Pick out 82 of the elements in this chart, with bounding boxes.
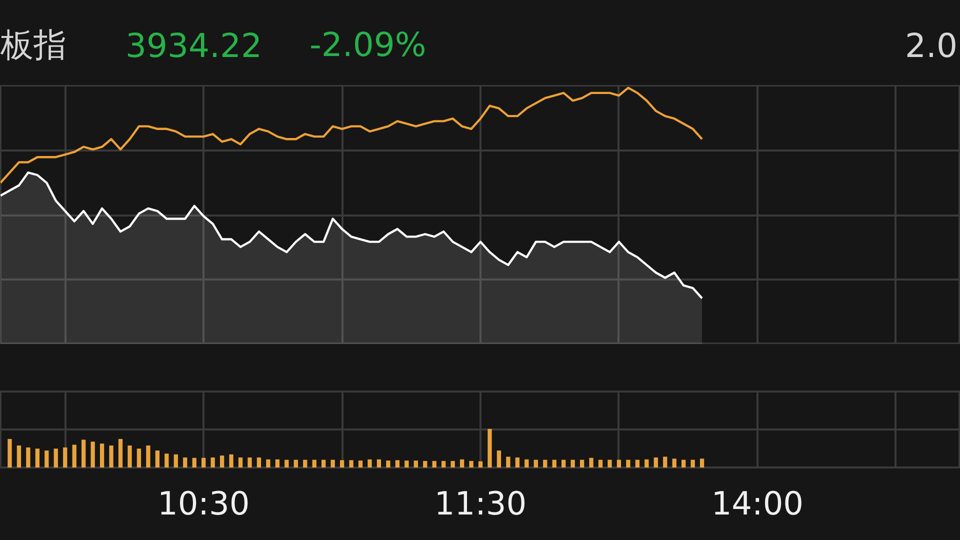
- bar: [478, 461, 483, 468]
- bar: [146, 446, 150, 468]
- bar: [16, 446, 22, 468]
- bar: [644, 459, 649, 468]
- bar: [358, 460, 363, 468]
- bar: [109, 446, 114, 468]
- text: -2.09%: [310, 25, 426, 64]
- bar: [589, 458, 594, 468]
- bar: [330, 460, 335, 468]
- bar: [598, 460, 603, 468]
- bar: [690, 460, 695, 468]
- bar: [543, 460, 548, 468]
- bar: [663, 456, 668, 468]
- bar: [506, 456, 510, 468]
- bar: [534, 460, 538, 468]
- bar: [654, 457, 658, 468]
- bar: [616, 460, 622, 468]
- bar: [580, 460, 584, 468]
- bar: [700, 458, 704, 468]
- bar: [220, 456, 224, 468]
- bar: [349, 460, 354, 468]
- bar: [238, 457, 243, 468]
- bar: [682, 460, 686, 468]
- bar: [524, 459, 529, 468]
- bar: [635, 460, 640, 468]
- bar: [118, 438, 123, 468]
- bar: [44, 450, 49, 468]
- bar: [82, 440, 86, 468]
- bar: [72, 444, 76, 468]
- bar: [155, 450, 160, 468]
- bar: [469, 460, 474, 468]
- x-tick-label: 10:30: [157, 484, 250, 522]
- bar: [164, 454, 169, 468]
- bar: [432, 460, 436, 468]
- bar: [284, 460, 289, 468]
- bar: [376, 459, 382, 468]
- bar: [202, 458, 206, 468]
- bar: [294, 460, 298, 468]
- bar: [54, 448, 58, 468]
- bar: [229, 454, 234, 468]
- bar: [368, 459, 372, 468]
- bar: [570, 460, 575, 468]
- bar: [275, 459, 280, 468]
- bar: [552, 460, 556, 468]
- bar: [248, 457, 252, 468]
- bar: [460, 459, 464, 468]
- bar: [515, 457, 520, 468]
- bar: [562, 460, 566, 468]
- bar: [626, 460, 630, 468]
- bar: [414, 460, 418, 468]
- x-tick-label: 11:30: [434, 484, 527, 522]
- bar: [303, 460, 308, 468]
- bar: [423, 460, 428, 468]
- bar: [100, 444, 104, 468]
- bar: [266, 459, 270, 468]
- bar: [174, 454, 178, 468]
- bar: [312, 460, 316, 468]
- bar: [450, 460, 455, 468]
- text: 2.0: [905, 26, 958, 65]
- bar: [404, 460, 409, 468]
- bar: [672, 458, 676, 468]
- bar: [496, 450, 502, 468]
- bar: [488, 428, 492, 468]
- bar: [136, 448, 142, 468]
- bar: [26, 447, 30, 468]
- bar: [192, 458, 196, 468]
- bar: [386, 460, 390, 468]
- bar: [8, 438, 12, 468]
- bar: [340, 460, 344, 468]
- bar: [395, 460, 400, 468]
- bar: [608, 460, 612, 468]
- x-tick-label: 14:00: [711, 484, 804, 522]
- bar: [442, 460, 446, 468]
- bar: [183, 457, 188, 468]
- bar: [128, 446, 132, 468]
- bar: [256, 457, 262, 468]
- bar: [210, 457, 215, 468]
- bar: [63, 447, 68, 468]
- bar: [322, 460, 326, 468]
- text: 3934.22: [126, 26, 262, 65]
- bar: [90, 442, 95, 468]
- bar: [35, 448, 40, 468]
